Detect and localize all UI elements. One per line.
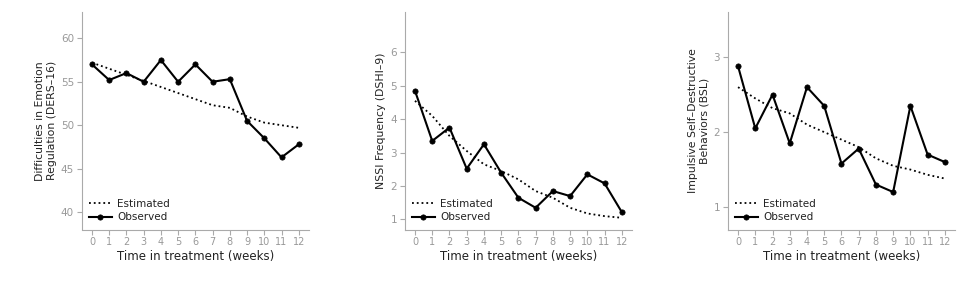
- Estimated: [224, 106, 235, 110]
- Observed: [276, 155, 287, 159]
- Observed: [478, 142, 490, 146]
- Legend: Estimated, Observed: Estimated, Observed: [732, 197, 818, 224]
- Estimated: [547, 196, 559, 200]
- Estimated: [461, 149, 472, 153]
- Estimated: [495, 169, 507, 173]
- Estimated: [904, 168, 916, 171]
- Observed: [121, 71, 132, 75]
- Estimated: [564, 206, 576, 210]
- Line: Estimated: Estimated: [738, 87, 945, 179]
- Estimated: [750, 97, 761, 100]
- Observed: [599, 181, 611, 185]
- Estimated: [599, 214, 611, 218]
- Observed: [819, 104, 830, 108]
- Estimated: [870, 156, 881, 160]
- Estimated: [939, 177, 950, 181]
- Legend: Estimated, Observed: Estimated, Observed: [410, 197, 495, 224]
- Observed: [750, 126, 761, 130]
- Estimated: [241, 115, 252, 118]
- Estimated: [887, 164, 899, 168]
- Observed: [189, 62, 201, 66]
- Estimated: [276, 123, 287, 127]
- X-axis label: Time in treatment (weeks): Time in treatment (weeks): [763, 250, 920, 263]
- Observed: [104, 78, 115, 82]
- Estimated: [513, 177, 524, 181]
- Observed: [156, 58, 167, 62]
- Observed: [870, 183, 881, 186]
- Observed: [784, 141, 796, 145]
- Y-axis label: NSSI Frequency (DSHI–9): NSSI Frequency (DSHI–9): [376, 53, 386, 189]
- Estimated: [206, 103, 218, 107]
- Observed: [836, 162, 848, 166]
- Estimated: [156, 85, 167, 89]
- Estimated: [138, 79, 150, 83]
- Observed: [461, 167, 472, 170]
- Estimated: [173, 91, 184, 95]
- X-axis label: Time in treatment (weeks): Time in treatment (weeks): [117, 250, 274, 263]
- Estimated: [426, 114, 438, 118]
- Estimated: [104, 67, 115, 71]
- Line: Estimated: Estimated: [92, 63, 299, 128]
- Estimated: [478, 162, 490, 166]
- Line: Observed: Observed: [413, 88, 624, 215]
- Estimated: [409, 99, 420, 103]
- Observed: [293, 143, 304, 146]
- Observed: [495, 171, 507, 174]
- Observed: [564, 194, 576, 198]
- Estimated: [121, 73, 132, 76]
- Observed: [922, 153, 933, 156]
- Line: Observed: Observed: [735, 64, 948, 195]
- Y-axis label: Impulsive Self–Destructive
Behaviors (BSL): Impulsive Self–Destructive Behaviors (BS…: [687, 48, 709, 193]
- Observed: [802, 85, 813, 89]
- Observed: [444, 126, 455, 129]
- Estimated: [767, 106, 779, 110]
- Observed: [409, 89, 420, 93]
- Observed: [547, 189, 559, 193]
- Estimated: [616, 216, 628, 220]
- Estimated: [922, 173, 933, 177]
- Estimated: [444, 134, 455, 138]
- Observed: [86, 62, 98, 66]
- Observed: [138, 80, 150, 84]
- Legend: Estimated, Observed: Estimated, Observed: [86, 197, 172, 224]
- Observed: [616, 210, 628, 214]
- X-axis label: Time in treatment (weeks): Time in treatment (weeks): [440, 250, 597, 263]
- Observed: [241, 119, 252, 123]
- Y-axis label: Difficulties in Emotion
Regulation (DERS–16): Difficulties in Emotion Regulation (DERS…: [35, 61, 57, 181]
- Estimated: [582, 212, 593, 215]
- Estimated: [530, 189, 541, 193]
- Observed: [904, 104, 916, 108]
- Estimated: [86, 61, 98, 65]
- Observed: [173, 80, 184, 84]
- Line: Estimated: Estimated: [415, 101, 622, 218]
- Observed: [530, 206, 541, 210]
- Estimated: [732, 85, 744, 89]
- Observed: [887, 190, 899, 194]
- Estimated: [819, 130, 830, 134]
- Observed: [732, 64, 744, 68]
- Estimated: [836, 138, 848, 141]
- Observed: [206, 80, 218, 84]
- Estimated: [258, 121, 270, 125]
- Observed: [426, 139, 438, 143]
- Observed: [258, 136, 270, 140]
- Estimated: [293, 126, 304, 130]
- Observed: [939, 160, 950, 164]
- Estimated: [852, 145, 864, 149]
- Estimated: [784, 112, 796, 115]
- Estimated: [189, 97, 201, 101]
- Observed: [852, 147, 864, 151]
- Observed: [513, 196, 524, 200]
- Estimated: [802, 123, 813, 126]
- Line: Observed: Observed: [89, 58, 301, 160]
- Observed: [582, 173, 593, 176]
- Observed: [224, 77, 235, 81]
- Observed: [767, 93, 779, 96]
